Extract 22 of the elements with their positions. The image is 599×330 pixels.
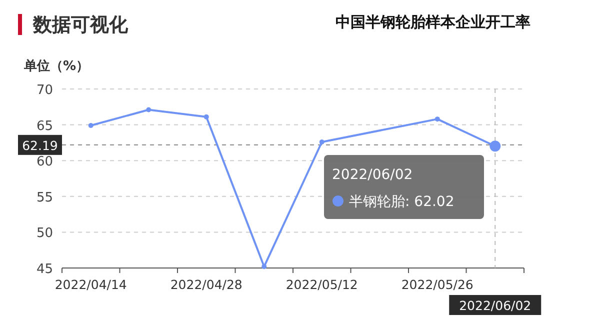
- annotation: : 62.02: [405, 194, 454, 210]
- y-tick-label: 45: [36, 262, 53, 277]
- point: [434, 116, 440, 122]
- x-tick-label: 2022/05/12: [286, 277, 358, 292]
- x-tick-label: 2022/04/28: [170, 277, 242, 292]
- text: 2022/06/02: [332, 167, 413, 183]
- y-tick-label: 60: [36, 154, 53, 170]
- point: [146, 107, 152, 112]
- y-tick-label: 65: [36, 118, 53, 134]
- x-tick-label: 2022/05/26: [401, 277, 474, 292]
- point: [204, 114, 209, 120]
- x-tick-label: 2022/04/14: [54, 277, 127, 292]
- point: [319, 139, 324, 144]
- point: [262, 264, 267, 270]
- point: [88, 123, 94, 128]
- y-tick-label: 50: [36, 226, 53, 242]
- y-axis-title: 单位（%）: [23, 58, 90, 74]
- ref-line-label: 62.19: [22, 138, 58, 153]
- y-tick-label: 55: [36, 190, 53, 206]
- text: 数据可视化: [32, 14, 129, 36]
- chart-title: 中国半钢轮胎样本企业开工率: [336, 13, 530, 31]
- y-tick-label: 70: [36, 83, 53, 98]
